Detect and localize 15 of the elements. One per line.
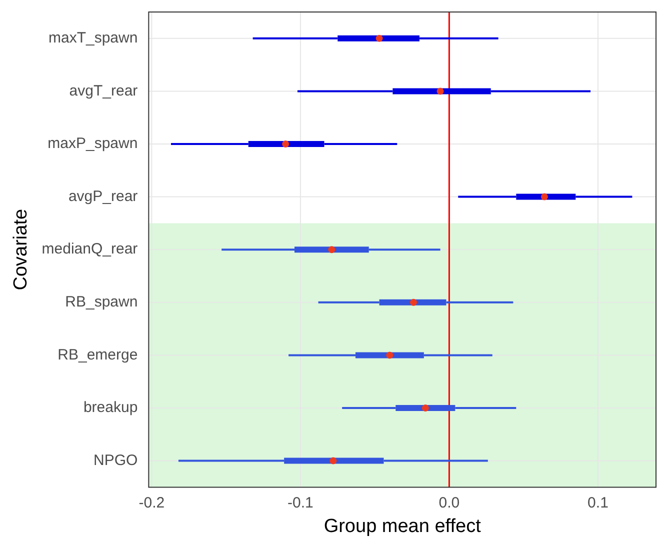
y-tick-label: avgP_rear <box>68 188 138 205</box>
x-tick-label: 0.0 <box>438 494 460 512</box>
y-tick-label: avgT_rear <box>69 82 138 100</box>
y-tick-label: maxT_spawn <box>48 30 138 47</box>
y-tick-label: maxP_spawn <box>48 135 138 152</box>
y-tick-label: medianQ_rear <box>42 240 138 258</box>
y-axis-title: Covariate <box>10 208 32 290</box>
y-tick-label: RB_emerge <box>58 346 138 364</box>
x-tick-label: -0.2 <box>138 494 165 512</box>
y-tick-label: RB_spawn <box>65 294 138 311</box>
x-tick-label: 0.1 <box>588 494 608 512</box>
x-axis-title: Group mean effect <box>324 516 482 537</box>
y-tick-label: NPGO <box>93 452 138 469</box>
y-tick-label: breakup <box>83 399 138 416</box>
x-tick-label: -0.1 <box>288 494 314 512</box>
